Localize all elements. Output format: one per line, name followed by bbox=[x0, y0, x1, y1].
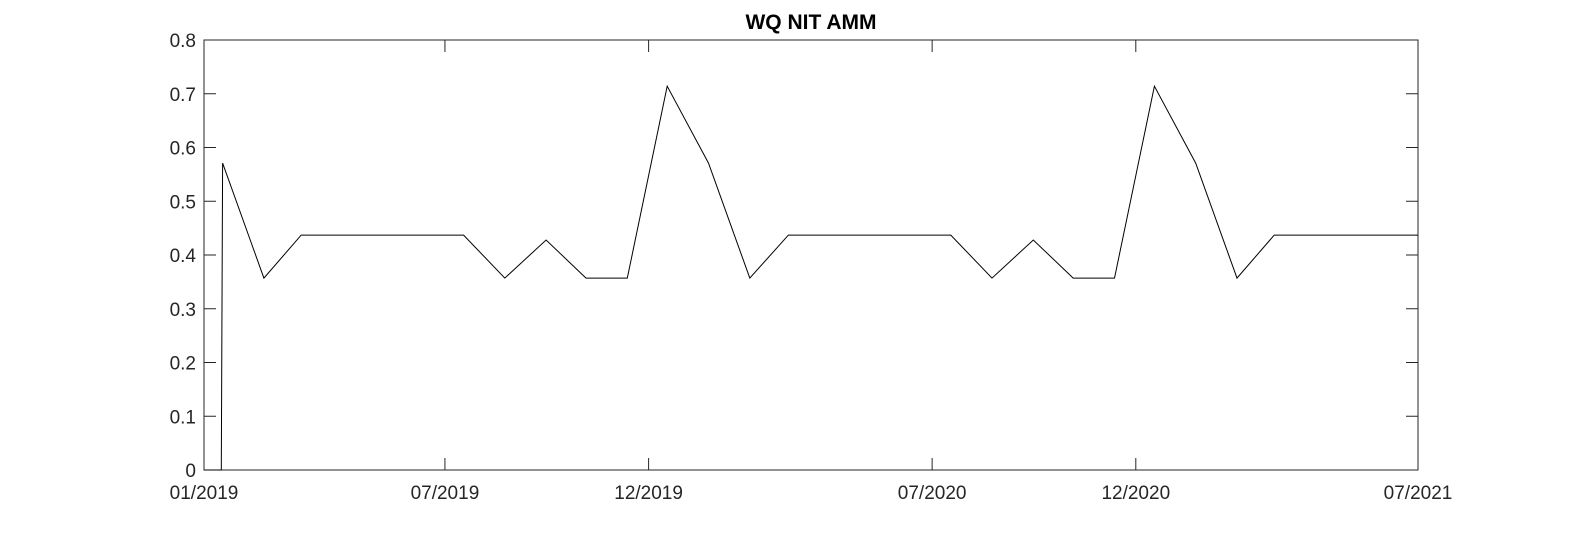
y-tick-label: 0.7 bbox=[170, 85, 196, 106]
x-tick-label: 01/2019 bbox=[170, 483, 239, 504]
plot-area bbox=[203, 39, 1419, 471]
y-tick-label: 0.2 bbox=[170, 354, 196, 375]
x-tick-label: 12/2020 bbox=[1101, 483, 1170, 504]
y-tick-label: 0.8 bbox=[170, 31, 196, 52]
series-layer bbox=[204, 84, 1418, 471]
x-tick-label: 07/2020 bbox=[898, 483, 967, 504]
y-tick-label: 0.1 bbox=[170, 407, 196, 428]
x-tick-label: 12/2019 bbox=[614, 483, 683, 504]
y-tick-label: 0.5 bbox=[170, 192, 196, 213]
y-tick-label: 0.6 bbox=[170, 139, 196, 160]
y-tick-label: 0.3 bbox=[170, 300, 196, 321]
chart-title: WQ NIT AMM bbox=[745, 11, 876, 34]
series-line bbox=[204, 84, 1418, 471]
x-tick-label: 07/2021 bbox=[1384, 483, 1453, 504]
x-tick-label: 07/2019 bbox=[411, 483, 480, 504]
x-axis: 01/2019 07/2019 12/2019 07/2020 12/2020 07/20… bbox=[170, 40, 1453, 504]
y-tick-label: 0.4 bbox=[170, 246, 197, 267]
y-axis: 0 0.1 0.2 0.3 0.4 0.5 0.6 0.7 0.8 bbox=[170, 31, 1418, 482]
y-tick-label: 0 bbox=[185, 461, 196, 482]
